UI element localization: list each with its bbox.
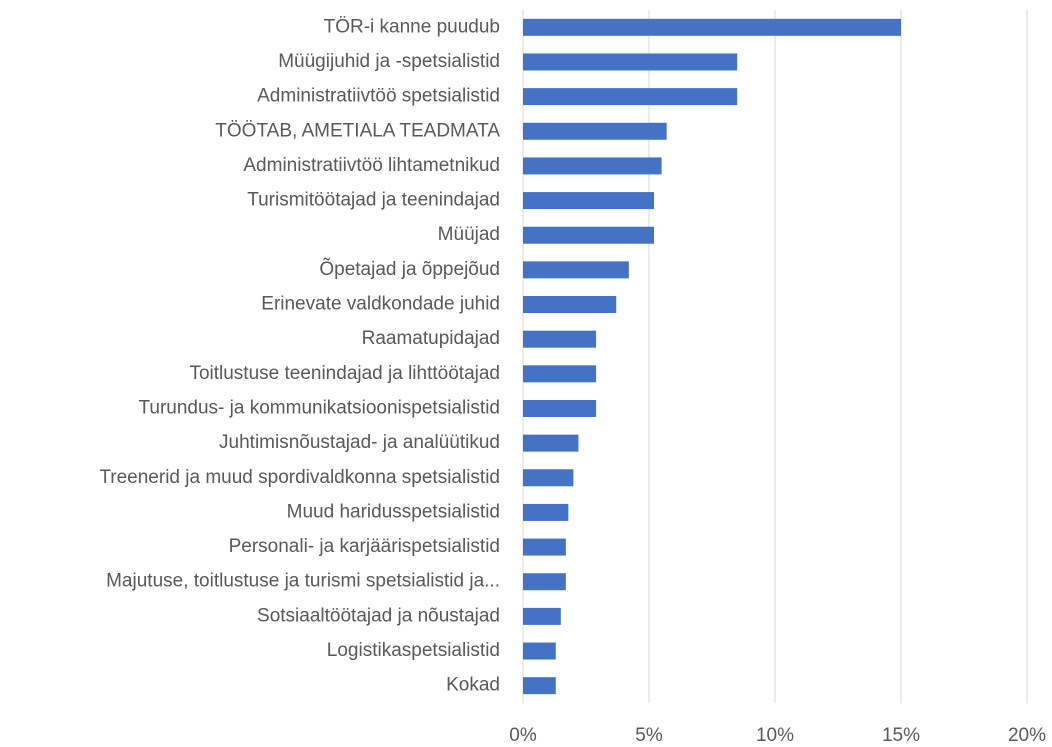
bar xyxy=(523,503,569,521)
bar xyxy=(523,296,617,314)
y-tick-label: Treenerid ja muud spordivaldkonna spetsi… xyxy=(99,467,500,488)
bar xyxy=(523,573,566,591)
y-tick-label: Personali- ja karjäärispetsialistid xyxy=(229,536,500,557)
x-tick-label: 0% xyxy=(509,725,537,746)
x-tick-label: 10% xyxy=(756,725,794,746)
bar xyxy=(523,434,579,452)
y-tick-label: Õpetajad ja õppejõud xyxy=(319,258,500,280)
y-tick-label: Sotsiaaltöötajad ja nõustajad xyxy=(257,605,500,626)
y-tick-label: Kokad xyxy=(446,675,500,696)
y-tick-label: Toitlustuse teenindajad ja lihttöötajad xyxy=(189,363,500,384)
y-tick-label: Majutuse, toitlustuse ja turismi spetsia… xyxy=(106,571,500,592)
y-tick-label: Turundus- ja kommunikatsioonispetsialist… xyxy=(138,397,500,418)
bar xyxy=(523,18,901,36)
x-tick-label: 5% xyxy=(635,725,663,746)
y-tick-label: Müüjad xyxy=(438,224,500,245)
bar xyxy=(523,677,556,695)
bar xyxy=(523,88,738,106)
x-tick-label: 20% xyxy=(1008,725,1046,746)
y-tick-label: Turismitöötajad ja teenindajad xyxy=(247,190,500,211)
y-tick-label: Raamatupidajad xyxy=(362,328,500,349)
bar xyxy=(523,122,667,140)
bar xyxy=(523,53,738,71)
y-tick-label: Juhtimisnõustajad- ja analüütikud xyxy=(219,432,500,453)
y-tick-label: TÖÖTAB, AMETIALA TEADMATA xyxy=(215,120,500,141)
y-tick-label: Logistikaspetsialistid xyxy=(327,640,500,661)
bar xyxy=(523,607,561,625)
y-tick-label: Erinevate valdkondade juhid xyxy=(261,294,500,315)
bar xyxy=(523,469,574,487)
y-tick-label: Muud haridusspetsialistid xyxy=(287,501,500,522)
bar xyxy=(523,261,629,279)
y-tick-label: Administratiivtöö lihtametnikud xyxy=(243,155,500,176)
x-tick-label: 15% xyxy=(882,725,920,746)
y-tick-label: Administratiivtöö spetsialistid xyxy=(257,86,500,107)
bar xyxy=(523,538,566,556)
bar xyxy=(523,399,597,417)
bar xyxy=(523,192,655,210)
bar xyxy=(523,226,655,244)
y-tick-label: TÖR-i kanne puudub xyxy=(324,16,500,37)
y-tick-label: Müügijuhid ja -spetsialistid xyxy=(278,51,500,72)
bar xyxy=(523,642,556,660)
bar xyxy=(523,365,597,383)
bar xyxy=(523,157,662,175)
bar xyxy=(523,330,597,348)
